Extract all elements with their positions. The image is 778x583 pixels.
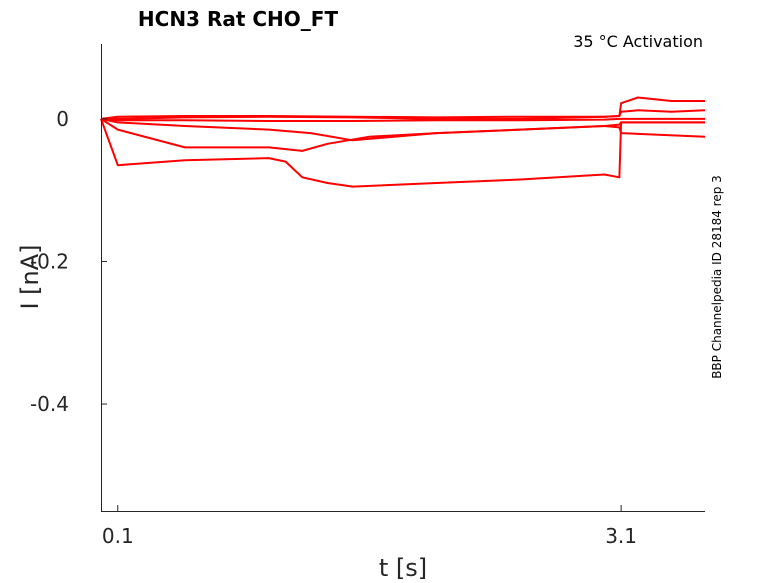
y-axis-label: I [nA] bbox=[16, 244, 44, 309]
chart-title: HCN3 Rat CHO_FT bbox=[138, 7, 339, 31]
current-trace-5 bbox=[100, 118, 705, 152]
condition-annotation: 35 °C Activation bbox=[573, 32, 703, 51]
axes bbox=[101, 44, 705, 512]
current-trace-1 bbox=[101, 96, 705, 120]
current-trace-6 bbox=[100, 118, 705, 188]
current-trace-2 bbox=[100, 109, 706, 120]
channelpedia-id-label: BBP Channelpedia ID 28184 rep 3 bbox=[710, 175, 724, 379]
y-tick-label: 0 bbox=[56, 107, 69, 131]
y-tick-label: -0.4 bbox=[30, 392, 69, 416]
x-tick-label: 0.1 bbox=[102, 524, 134, 548]
x-tick-label: 3.1 bbox=[605, 524, 637, 548]
x-axis-label: t [s] bbox=[379, 554, 427, 582]
x-ticks: 0.1 3.1 bbox=[102, 505, 637, 548]
current-trace-3 bbox=[100, 117, 705, 122]
y-ticks: 0 -0.2 -0.4 bbox=[30, 107, 107, 416]
current-traces bbox=[100, 96, 706, 188]
y-tick-label: -0.2 bbox=[30, 249, 69, 273]
current-trace-4 bbox=[100, 117, 706, 142]
